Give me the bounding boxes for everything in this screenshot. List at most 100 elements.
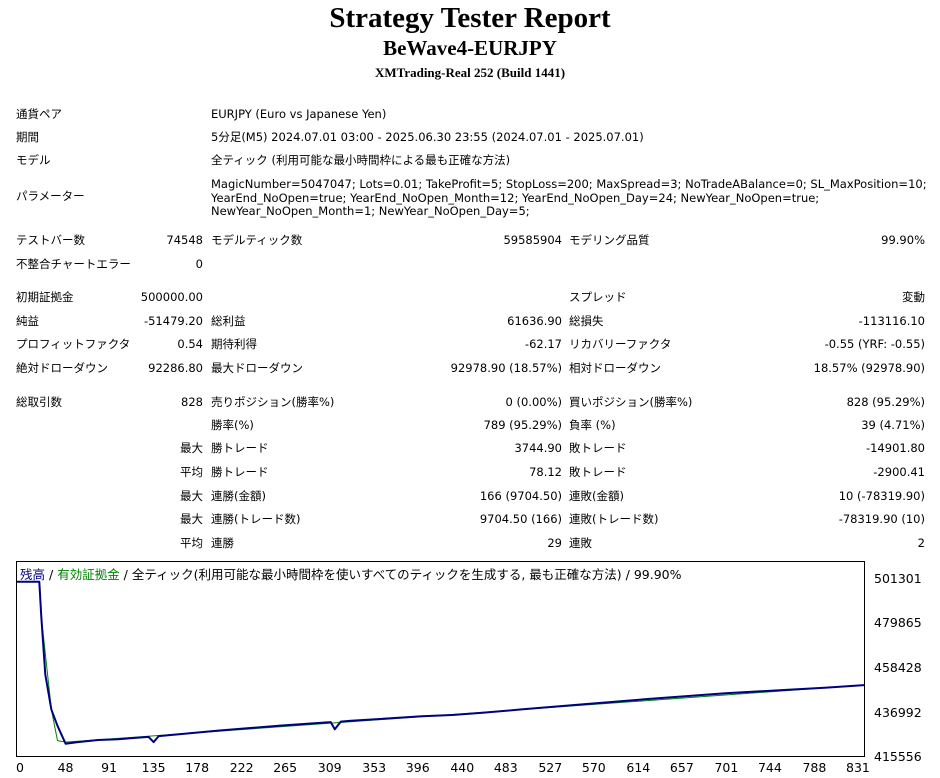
period-value: 5分足(M5) 2024.07.01 03:00 - 2025.06.30 23…	[211, 130, 644, 144]
max-dd-label: 最大ドローダウン	[211, 361, 303, 375]
x-tick-label: 178	[185, 760, 210, 775]
params-value: MagicNumber=5047047; Lots=0.01; TakeProf…	[211, 177, 927, 219]
chart-frame	[16, 561, 865, 757]
symbol-value: EURJPY (Euro vs Japanese Yen)	[211, 107, 387, 121]
mismatch-value: 0	[195, 257, 203, 271]
x-tick-label: 222	[229, 760, 254, 775]
period-label: 期間	[16, 130, 39, 144]
win-pct-label: 勝率(%)	[211, 418, 254, 432]
max-word: 最大	[180, 489, 203, 503]
avg-word: 平均	[180, 465, 203, 479]
rel-dd-value: 18.57% (92978.90)	[813, 361, 925, 375]
avg-cons-loss-label: 連敗	[569, 536, 592, 550]
long-label: 買いポジション(勝率%)	[569, 395, 693, 409]
x-tick-label: 396	[405, 760, 430, 775]
short-value: 0 (0.00%)	[505, 395, 562, 409]
x-tick-label: 570	[581, 760, 606, 775]
ticks-value: 59585904	[503, 233, 562, 247]
x-tick-label: 527	[538, 760, 563, 775]
expected-label: 期待利得	[211, 337, 257, 351]
x-tick-label: 353	[362, 760, 387, 775]
max-cons-lossamt-value: -78319.90 (10)	[838, 512, 925, 526]
params-line: YearEnd_NoOpen=true; YearEnd_NoOpen_Mont…	[211, 190, 820, 205]
x-tick-label: 614	[626, 760, 651, 775]
max-word: 最大	[180, 441, 203, 455]
legend-equity: 有効証拠金	[57, 567, 120, 582]
deposit-label: 初期証拠金	[16, 290, 74, 304]
avg-loss-value: -2900.41	[873, 465, 925, 479]
ticks-label: モデルティック数	[211, 233, 303, 247]
x-tick-label: 309	[317, 760, 342, 775]
recovery-label: リカバリーファクタ	[569, 337, 672, 351]
largest-win-value: 3744.90	[514, 441, 562, 455]
largest-loss-label: 敗トレード	[569, 441, 627, 455]
max-cons-loss-label: 連敗(金額)	[569, 489, 624, 503]
balance-line	[17, 580, 865, 745]
deposit-value: 500000.00	[140, 290, 203, 304]
loss-pct-value: 39 (4.71%)	[861, 418, 925, 432]
chart-legend: 残高 / 有効証拠金 / 全ティック(利用可能な最小時間枠を使いすべてのティック…	[20, 564, 682, 583]
x-tick-label: 135	[141, 760, 166, 775]
params-line: MagicNumber=5047047; Lots=0.01; TakeProf…	[211, 177, 927, 191]
server-info: XMTrading-Real 252 (Build 1441)	[374, 65, 566, 80]
quality-value: 99.90%	[881, 233, 925, 247]
model-label: モデル	[16, 153, 51, 167]
symbol-label: 通貨ペア	[16, 107, 62, 121]
x-tick-label: 701	[714, 760, 739, 775]
net-value: -51479.20	[143, 314, 203, 328]
trades-label: 総取引数	[16, 395, 62, 409]
params-label: パラメーター	[16, 189, 85, 203]
avg-cons-win-label: 連勝	[211, 536, 234, 550]
y-tick-label: 436992	[874, 705, 922, 720]
short-label: 売りポジション(勝率%)	[211, 395, 335, 409]
legend-rest: / 全ティック(利用可能な最小時間枠を使いすべてのティックを生成する, 最も正確…	[119, 567, 682, 582]
avg-cons-loss-value: 2	[917, 536, 925, 550]
gross-profit-label: 総利益	[211, 314, 246, 328]
y-tick-label: 479865	[874, 615, 922, 630]
max-cons-loss-value: 10 (-78319.90)	[838, 489, 925, 503]
quality-label: モデリング品質	[569, 233, 650, 247]
equity-line	[17, 581, 865, 743]
rel-dd-label: 相対ドローダウン	[569, 361, 661, 375]
largest-win-label: 勝トレード	[211, 441, 269, 455]
x-tick-label: 0	[16, 760, 24, 775]
max-cons-lossamt-label: 連敗(トレード数)	[569, 512, 659, 526]
expected-value: -62.17	[524, 337, 562, 351]
max-cons-win-value: 166 (9704.50)	[479, 489, 562, 503]
x-tick-label: 483	[493, 760, 518, 775]
x-tick-label: 744	[757, 760, 782, 775]
legend-balance: 残高	[20, 567, 46, 582]
bars-label: テストバー数	[16, 233, 85, 247]
pf-label: プロフィットファクタ	[16, 337, 131, 351]
trades-value: 828	[181, 395, 203, 409]
spread-label: スプレッド	[569, 290, 627, 304]
x-tick-label: 91	[101, 760, 118, 775]
gross-loss-label: 総損失	[569, 314, 604, 328]
y-tick-label: 458428	[874, 660, 922, 675]
mismatch-label: 不整合チャートエラー	[16, 257, 131, 271]
win-pct-value: 789 (95.29%)	[483, 418, 562, 432]
max-cons-profit-value: 9704.50 (166)	[479, 512, 562, 526]
loss-pct-label: 負率 (%)	[569, 418, 616, 432]
recovery-value: -0.55 (YRF: -0.55)	[824, 337, 925, 351]
pf-value: 0.54	[177, 337, 203, 351]
bars-value: 74548	[166, 233, 203, 247]
gross-loss-value: -113116.10	[858, 314, 925, 328]
abs-dd-label: 絶対ドローダウン	[16, 361, 108, 375]
x-tick-label: 440	[450, 760, 475, 775]
x-tick-label: 657	[669, 760, 694, 775]
report-title: Strategy Tester Report	[329, 2, 611, 34]
x-tick-label: 788	[802, 760, 827, 775]
max-dd-value: 92978.90 (18.57%)	[450, 361, 562, 375]
avg-cons-win-value: 29	[547, 536, 562, 550]
avg-word: 平均	[180, 536, 203, 550]
abs-dd-value: 92286.80	[148, 361, 203, 375]
avg-loss-label: 敗トレード	[569, 465, 627, 479]
avg-win-value: 78.12	[529, 465, 562, 479]
y-tick-label: 501301	[874, 571, 922, 586]
max-word: 最大	[180, 512, 203, 526]
legend-sep: /	[45, 567, 58, 582]
avg-win-label: 勝トレード	[211, 465, 269, 479]
x-tick-label: 265	[273, 760, 298, 775]
params-line: NewYear_NoOpen_Month=1; NewYear_NoOpen_D…	[211, 204, 530, 218]
